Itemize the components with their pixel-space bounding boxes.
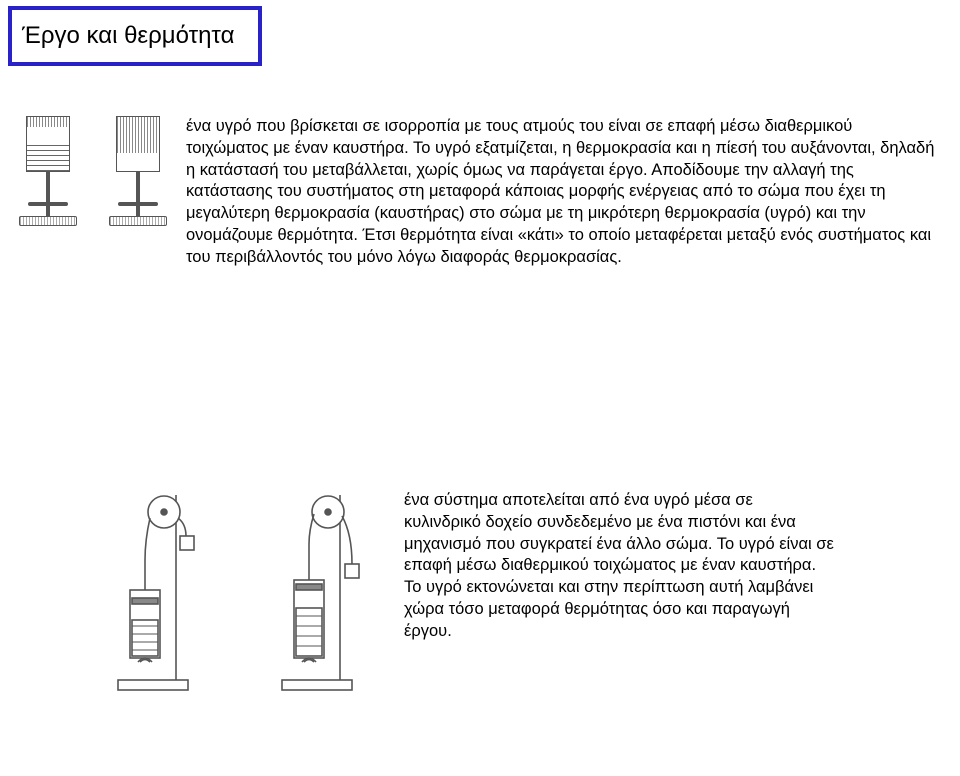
cylinder-before (26, 116, 70, 172)
piston-apparatus-before (90, 490, 200, 700)
burner-stem (136, 172, 140, 202)
paragraph-heat-and-work: ένα σύστημα αποτελείται από ένα υγρό μέσ… (404, 490, 834, 700)
figure-pair-piston (90, 490, 364, 700)
piston-svg (90, 490, 200, 700)
section-heat-and-work: ένα σύστημα αποτελείται από ένα υγρό μέσ… (90, 490, 950, 700)
apparatus-before (18, 116, 78, 268)
liquid-region (27, 141, 69, 171)
burner-leg (46, 206, 50, 216)
piston-apparatus-after (254, 490, 364, 700)
piston-svg (254, 490, 364, 700)
burner-stem (46, 172, 50, 202)
section-heat-only: ένα υγρό που βρίσκεται σε ισορροπία με τ… (18, 116, 948, 268)
apparatus-after (108, 116, 168, 268)
cylinder-after (116, 116, 160, 172)
vapor-region (117, 117, 159, 153)
figure-pair-evaporation (18, 116, 168, 268)
burner-base (109, 216, 167, 226)
burner-base (19, 216, 77, 226)
paragraph-heat-only: ένα υγρό που βρίσκεται σε ισορροπία με τ… (186, 116, 936, 268)
title-box: Έργο και θερμότητα (8, 6, 262, 66)
vapor-region (27, 117, 69, 127)
burner-leg (136, 206, 140, 216)
